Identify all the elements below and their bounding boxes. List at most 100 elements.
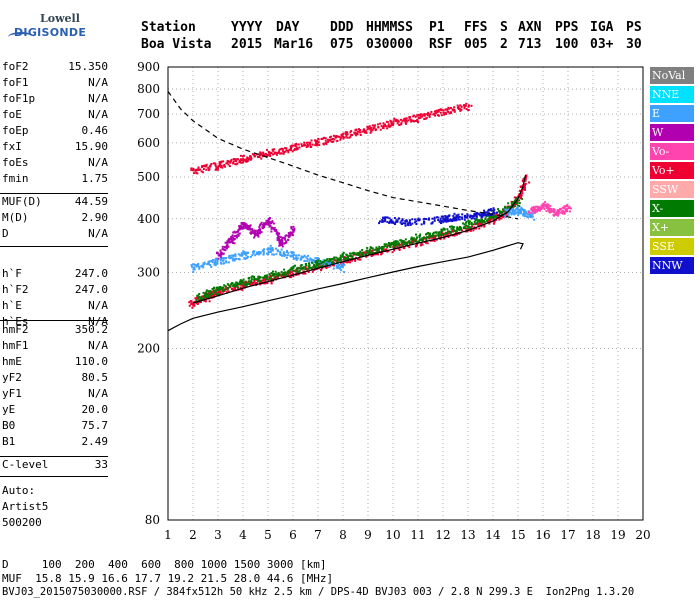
data-point (367, 126, 370, 129)
data-point (402, 241, 405, 244)
data-point (514, 208, 517, 211)
data-point (410, 241, 413, 244)
data-point (204, 294, 207, 297)
data-point (343, 263, 346, 266)
param-row: foEs N/A (2, 156, 108, 172)
data-point (524, 211, 527, 214)
data-point (482, 219, 485, 222)
data-point (432, 234, 435, 237)
data-point (214, 163, 217, 166)
data-point (199, 301, 202, 304)
data-point (223, 163, 226, 166)
data-point (504, 214, 507, 217)
data-point (296, 257, 299, 260)
data-point (205, 163, 208, 166)
header-value: 100 (555, 37, 579, 52)
data-point (277, 274, 280, 277)
data-point (271, 246, 274, 249)
data-point (545, 204, 548, 207)
plot-frame (167, 66, 644, 521)
data-point (411, 238, 414, 241)
data-point (427, 114, 430, 117)
footer-distance: D 100 200 400 600 800 1000 1500 3000 [km… (2, 558, 327, 571)
data-point (457, 213, 460, 216)
data-point (225, 261, 228, 264)
data-point (400, 219, 403, 222)
data-point (265, 222, 268, 225)
data-point (372, 124, 375, 127)
param-name: foE (2, 108, 22, 121)
data-point (212, 259, 215, 262)
data-point (468, 222, 471, 225)
data-point (437, 235, 440, 238)
data-point (500, 211, 503, 214)
data-point (520, 195, 523, 198)
data-point (227, 284, 230, 287)
data-point (394, 240, 397, 243)
data-point (262, 276, 265, 279)
data-point (324, 137, 327, 140)
data-point (266, 222, 269, 225)
data-point (420, 242, 423, 245)
data-point (222, 160, 225, 163)
data-point (287, 151, 290, 154)
data-point (508, 210, 511, 213)
data-point (452, 226, 455, 229)
data-point (339, 258, 342, 261)
data-point (269, 244, 272, 247)
data-point (388, 217, 391, 220)
data-point (392, 120, 395, 123)
data-point (232, 288, 235, 291)
data-point (382, 245, 385, 248)
data-point (351, 133, 354, 136)
data-point (565, 209, 568, 212)
data-point (201, 264, 204, 267)
data-point (237, 233, 240, 236)
data-point (429, 234, 432, 237)
data-point (416, 118, 419, 121)
x-tick-label: 6 (289, 528, 297, 542)
data-point (356, 252, 359, 255)
data-point (453, 219, 456, 222)
data-point (443, 227, 446, 230)
data-point (366, 128, 369, 131)
data-point (264, 281, 267, 284)
data-point (490, 208, 493, 211)
data-point (209, 264, 212, 267)
data-point (459, 227, 462, 230)
data-point (408, 116, 411, 119)
data-point (555, 212, 558, 215)
data-point (404, 121, 407, 124)
data-point (444, 108, 447, 111)
data-point (271, 220, 274, 223)
data-point (441, 231, 444, 234)
data-point (531, 206, 534, 209)
data-point (274, 151, 277, 154)
param-name: foF1 (2, 76, 29, 89)
param-name: h`F2 (2, 283, 29, 296)
data-point (419, 239, 422, 242)
data-point (232, 158, 235, 161)
data-point (192, 169, 195, 172)
data-point (268, 273, 271, 276)
data-point (488, 222, 491, 225)
data-point (524, 179, 527, 182)
data-point (263, 225, 266, 228)
data-point (522, 209, 525, 212)
param-value: 44.59 (74, 195, 108, 208)
header-label: S (500, 20, 508, 35)
data-point (217, 288, 220, 291)
data-point (372, 251, 375, 254)
data-point (348, 258, 351, 261)
data-point (249, 158, 252, 161)
data-point (485, 219, 488, 222)
data-point (292, 229, 295, 232)
data-point (399, 243, 402, 246)
data-point (258, 230, 261, 233)
data-point (280, 270, 283, 273)
data-point (257, 235, 260, 238)
data-point (313, 259, 316, 262)
data-point (211, 287, 214, 290)
data-point (237, 234, 240, 237)
header-label: YYYY (231, 20, 263, 35)
